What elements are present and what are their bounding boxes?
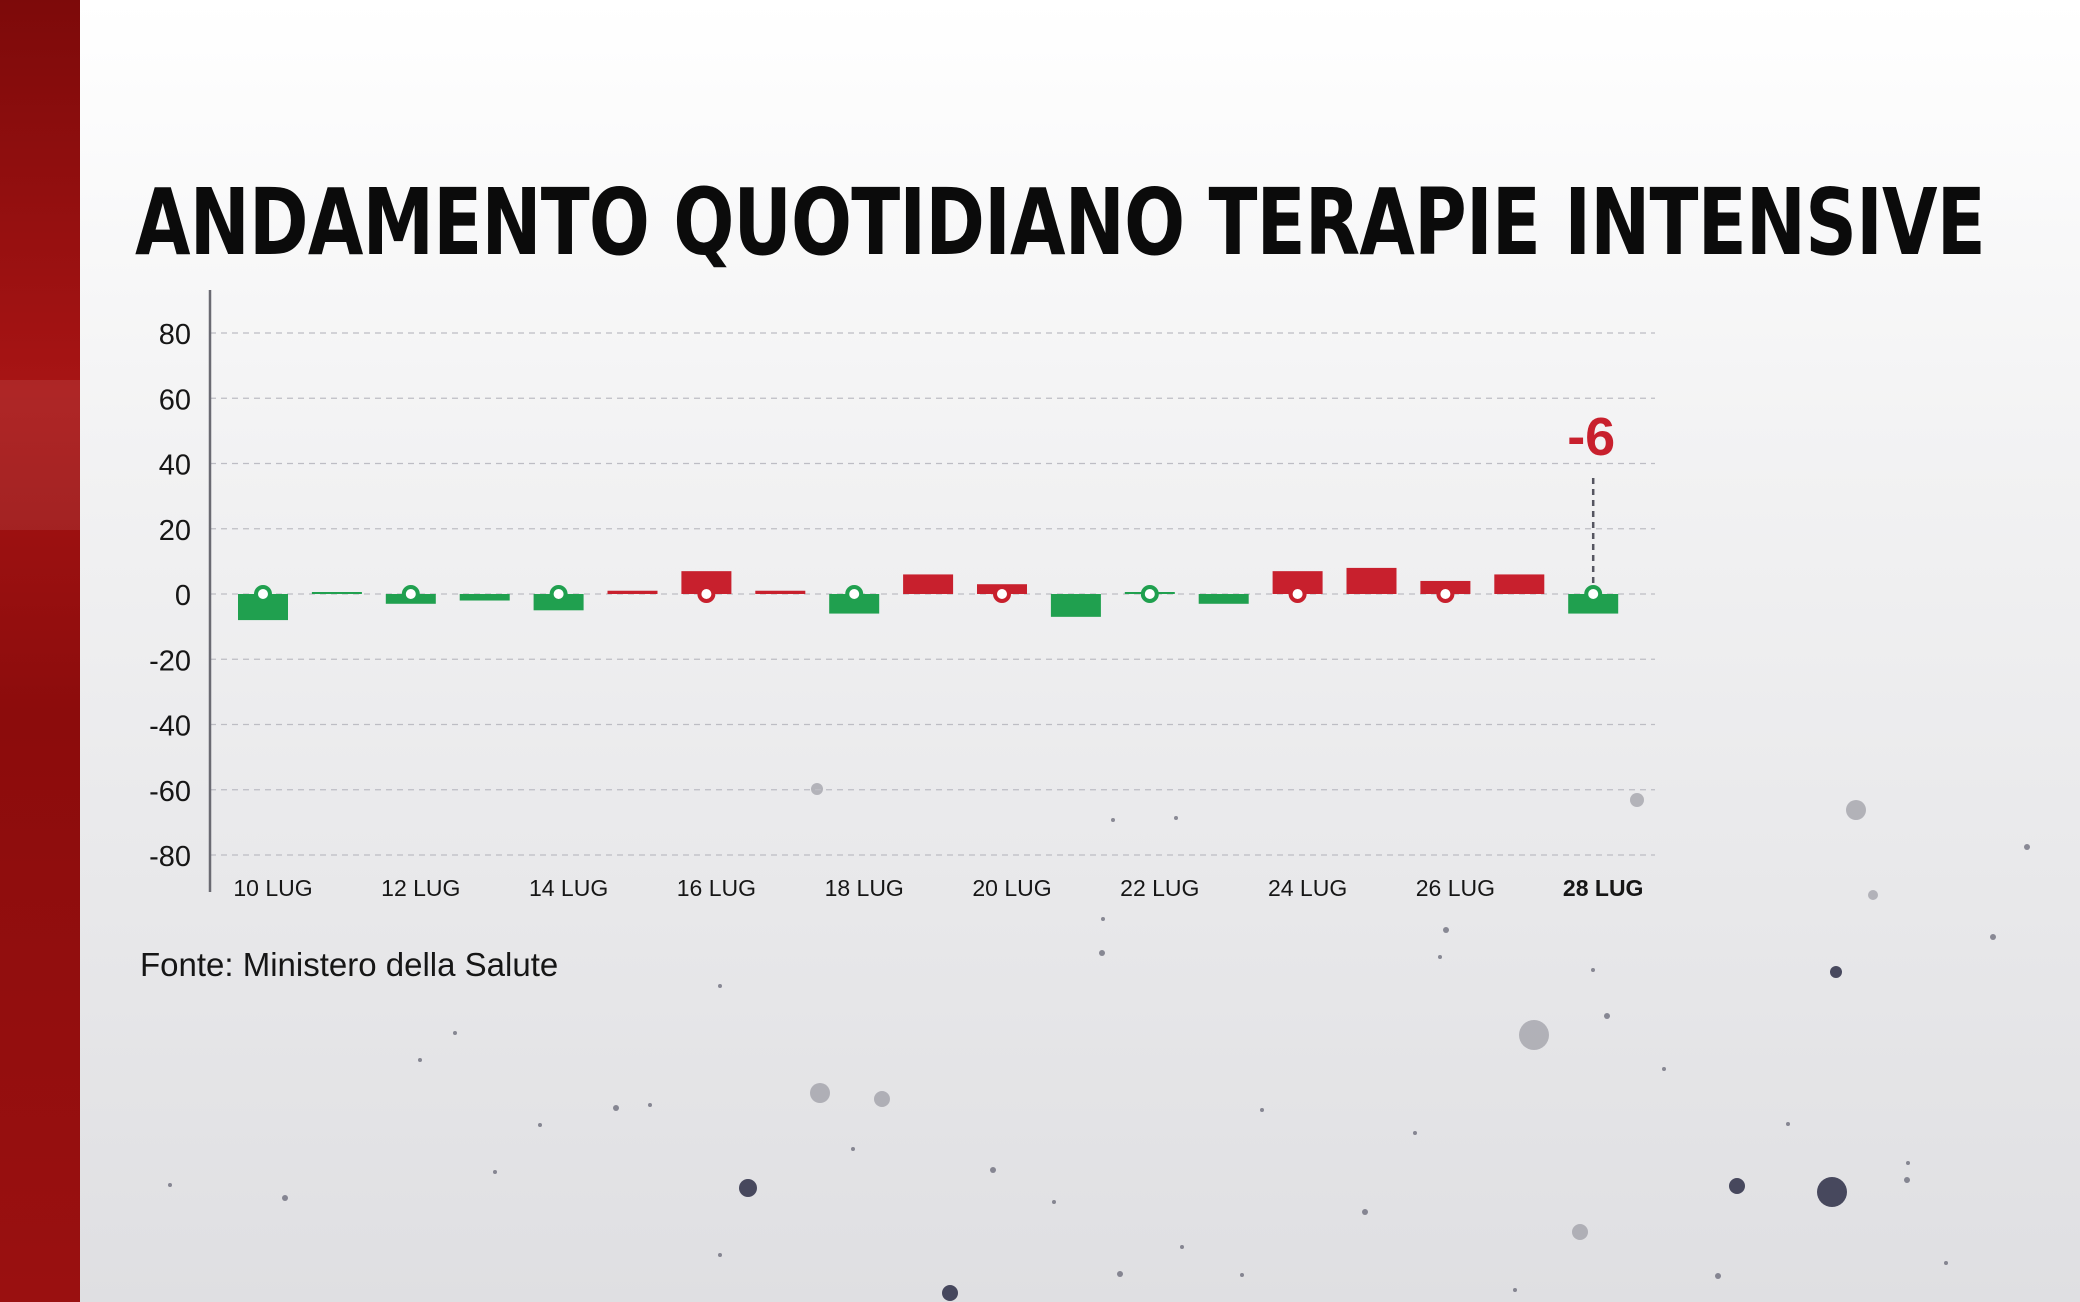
y-tick-label: 20 <box>159 515 191 547</box>
marker-dot <box>1436 585 1455 603</box>
x-tick-label: 14 LUG <box>529 875 608 901</box>
marker-dot <box>254 585 272 603</box>
marker-dot <box>993 585 1011 603</box>
x-tick-label: 24 LUG <box>1268 875 1347 901</box>
bar-21-lug <box>1050 594 1101 617</box>
y-tick-label: 0 <box>175 580 191 612</box>
bar-25-lug <box>1346 567 1397 594</box>
x-tick-label: 16 LUG <box>677 875 756 901</box>
y-tick-label: -80 <box>149 841 191 873</box>
x-tick-label: 26 LUG <box>1416 875 1495 901</box>
bar-19-lug <box>903 574 954 594</box>
bar-23-lug <box>1198 594 1249 604</box>
marker-dot <box>1140 585 1159 603</box>
annotation-value-label: -6 <box>1567 407 1615 467</box>
bar-11-lug <box>311 592 362 594</box>
bar-17-lug <box>755 590 806 594</box>
x-tick-label: 28 LUG <box>1563 875 1644 901</box>
x-tick-label: 18 LUG <box>825 875 904 901</box>
marker-dot <box>1584 585 1603 603</box>
chart-title: ANDAMENTO QUOTIDIANO TERAPIE INTENSIVE <box>135 169 1986 276</box>
x-tick-label: 20 LUG <box>972 875 1051 901</box>
y-tick-label: -20 <box>149 645 191 677</box>
marker-dot <box>697 585 716 603</box>
bar-24-lug <box>1272 571 1323 594</box>
y-tick-label: 60 <box>159 384 191 416</box>
bar-16-lug <box>681 571 732 594</box>
marker-dot <box>549 585 568 603</box>
y-tick-label: 80 <box>159 319 191 351</box>
source-caption: Fonte: Ministero della Salute <box>140 946 559 983</box>
bar-18-lug <box>829 594 880 614</box>
bar-13-lug <box>459 594 510 601</box>
y-tick-label: 40 <box>159 450 191 482</box>
marker-dot <box>401 585 420 603</box>
y-tick-label: -40 <box>149 711 191 743</box>
bar-15-lug <box>607 590 658 594</box>
bar-27-lug <box>1494 574 1545 594</box>
bar-28-lug <box>1568 594 1619 614</box>
marker-dot <box>845 585 864 603</box>
marker-dot <box>1288 585 1307 603</box>
x-tick-label: 12 LUG <box>381 875 460 901</box>
y-tick-label: -60 <box>149 776 191 808</box>
x-tick-label: 22 LUG <box>1120 875 1199 901</box>
side-bar-decoration <box>0 0 80 1302</box>
x-tick-label: 10 LUG <box>233 875 312 901</box>
